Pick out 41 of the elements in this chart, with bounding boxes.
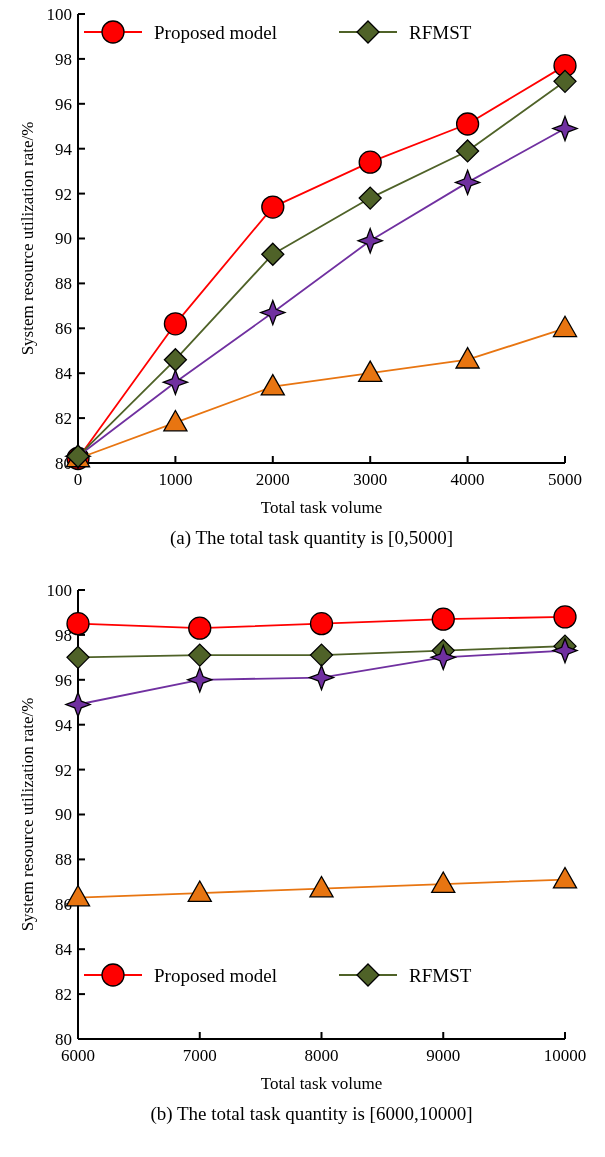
y-tick-label: 90: [55, 805, 72, 825]
y-tick-label: 96: [55, 94, 72, 114]
y-tick-label: 96: [55, 670, 72, 690]
legend-label: Proposed model: [154, 21, 277, 43]
x-axis-title: Total task volume: [260, 1074, 383, 1093]
y-tick-label: 90: [55, 229, 72, 249]
y-tick-label: 94: [55, 715, 73, 735]
y-tick-label: 100: [46, 580, 72, 600]
legend-label: RFMST: [409, 21, 472, 43]
x-tick-label: 5000: [548, 470, 582, 489]
x-tick-label: 1000: [158, 470, 193, 489]
x-tick-label: 10000: [543, 1046, 587, 1065]
y-axis-title: System resource utilization rate/%: [18, 121, 37, 356]
y-tick-label: 100: [46, 4, 72, 24]
text: (a) The total task quantity is [0,5000]: [169, 527, 454, 549]
y-tick-label: 92: [55, 184, 72, 204]
y-tick-label: 94: [55, 139, 73, 159]
x-tick-label: 9000: [426, 1046, 461, 1065]
y-tick-label: 82: [55, 985, 72, 1005]
y-tick-label: 98: [55, 49, 72, 69]
x-axis-title: Total task volume: [260, 498, 383, 517]
y-tick-label: 86: [55, 319, 72, 339]
y-tick-label: 92: [55, 760, 72, 780]
y-tick-label: 98: [55, 625, 72, 645]
x-tick-label: 6000: [61, 1046, 95, 1065]
x-tick-label: 8000: [304, 1046, 339, 1065]
text: (b) The total task quantity is [6000,10000]: [150, 1103, 473, 1125]
x-tick-label: 0: [73, 470, 83, 489]
x-tick-label: 3000: [353, 470, 388, 489]
y-tick-label: 80: [55, 1029, 72, 1049]
legend-label: RFMST: [409, 964, 472, 986]
y-tick-label: 88: [55, 274, 72, 294]
y-tick-label: 84: [55, 364, 73, 384]
x-tick-label: 4000: [450, 470, 485, 489]
y-tick-label: 84: [55, 940, 73, 960]
y-axis-title: System resource utilization rate/%: [18, 697, 37, 932]
y-tick-label: 82: [55, 409, 72, 429]
legend-label: Proposed model: [154, 964, 277, 986]
x-tick-label: 7000: [182, 1046, 217, 1065]
x-tick-label: 2000: [255, 470, 290, 489]
y-tick-label: 88: [55, 850, 72, 870]
